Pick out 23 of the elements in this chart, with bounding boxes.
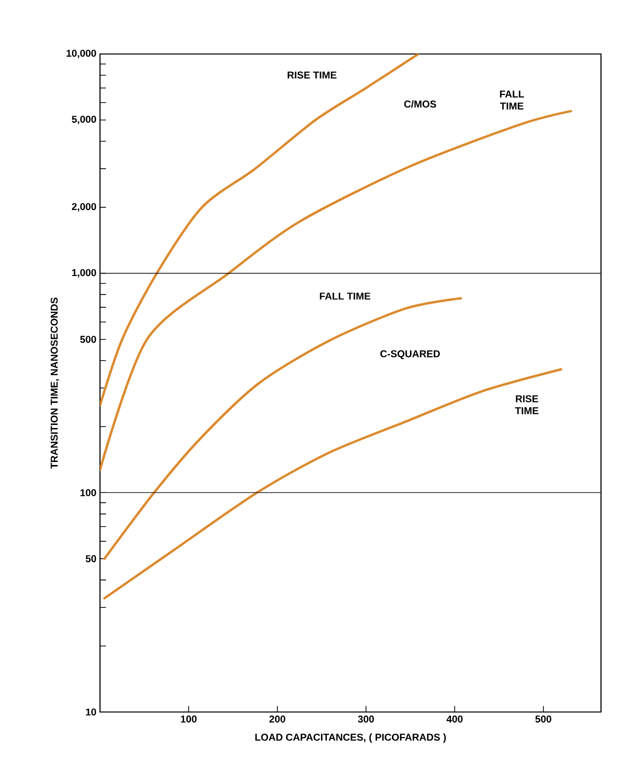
x-tick-label: 200 [269,716,286,723]
y-tick-label: 5,000 [72,116,96,124]
y-tick-label: 50 [86,555,96,562]
y-tick-label: 1,000 [72,269,96,278]
series-label: FALL TIME [500,90,524,110]
line-series [103,368,562,600]
y-tick-label: 500 [80,336,96,343]
x-tick-label: 300 [358,716,374,723]
x-tick-label: 500 [535,716,552,723]
text: RISE TIME [288,72,336,79]
y-tick-label: 2,000 [72,203,96,212]
annotation: C-SQUARED [380,350,440,360]
line-series [100,110,572,472]
annotation: C/MOS [404,100,436,108]
y-tick-label: 10 [86,708,96,716]
x-axis-title: LOAD CAPACITANCES, ( PICOFARADS ) [255,733,446,743]
y-tick-label: 100 [80,489,96,496]
text: FALL TIME [320,292,370,300]
series-label: RISE TIME [515,395,538,414]
y-axis-title: TRANSITION TIME, NANOSECONDS [50,298,60,469]
x-tick-label: 100 [180,716,197,723]
x-tick-label: 400 [446,716,463,723]
y-tick-label: 10,000 [66,50,96,58]
